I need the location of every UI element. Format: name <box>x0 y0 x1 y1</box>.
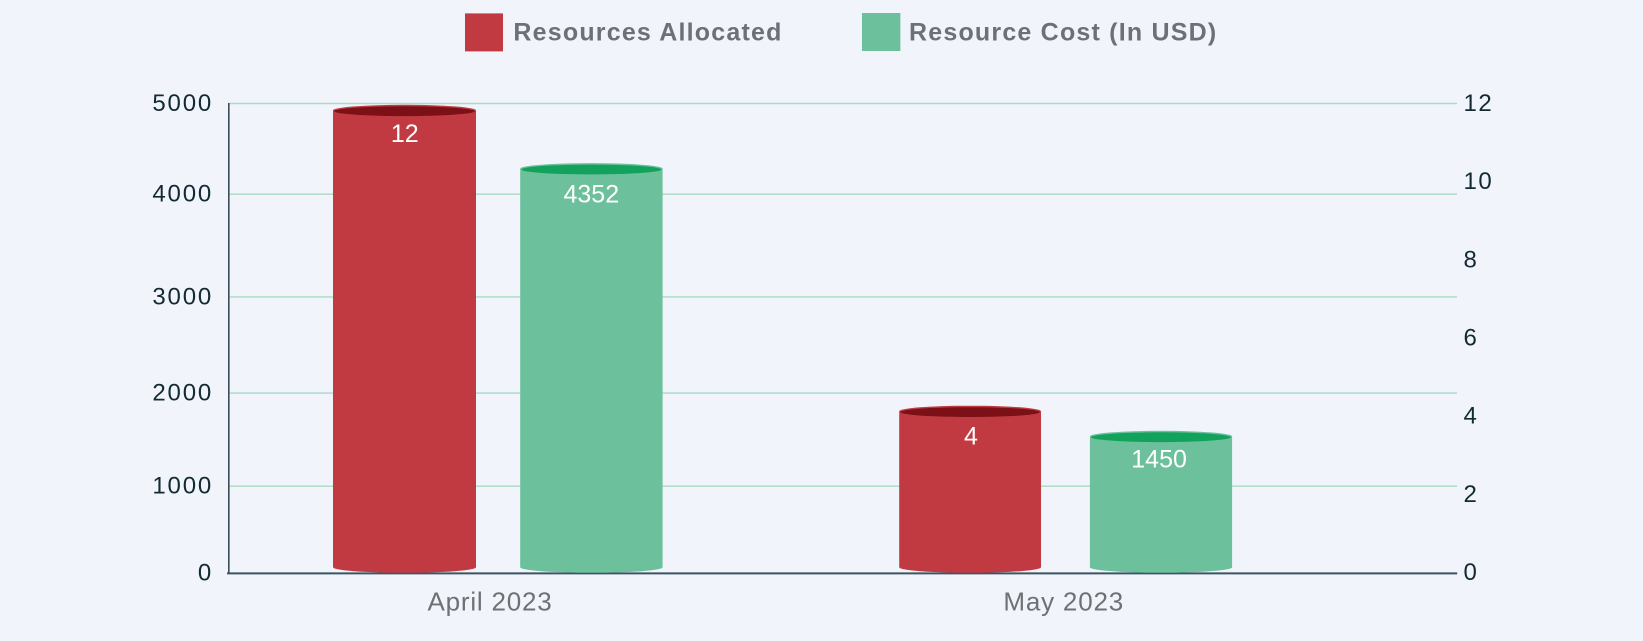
svg-text:12: 12 <box>391 120 419 148</box>
svg-text:4000: 4000 <box>152 181 213 208</box>
svg-text:6: 6 <box>1464 325 1479 352</box>
svg-text:May 2023: May 2023 <box>1003 587 1124 617</box>
svg-text:Resource Cost (In USD): Resource Cost (In USD) <box>909 19 1217 47</box>
svg-text:0: 0 <box>1464 559 1479 586</box>
svg-text:0: 0 <box>198 560 213 587</box>
svg-text:Resources Allocated: Resources Allocated <box>513 19 782 47</box>
svg-text:8: 8 <box>1464 246 1479 273</box>
svg-text:4: 4 <box>1464 403 1479 430</box>
svg-text:3000: 3000 <box>152 283 213 310</box>
svg-text:12: 12 <box>1464 90 1494 117</box>
svg-text:5000: 5000 <box>152 90 213 117</box>
svg-text:1450: 1450 <box>1131 446 1187 474</box>
svg-text:April 2023: April 2023 <box>427 587 552 617</box>
svg-text:1000: 1000 <box>152 473 213 500</box>
svg-text:4: 4 <box>964 422 978 450</box>
svg-text:2000: 2000 <box>152 380 213 407</box>
svg-text:10: 10 <box>1464 168 1494 195</box>
svg-text:2: 2 <box>1464 481 1479 508</box>
svg-text:4352: 4352 <box>563 181 619 209</box>
